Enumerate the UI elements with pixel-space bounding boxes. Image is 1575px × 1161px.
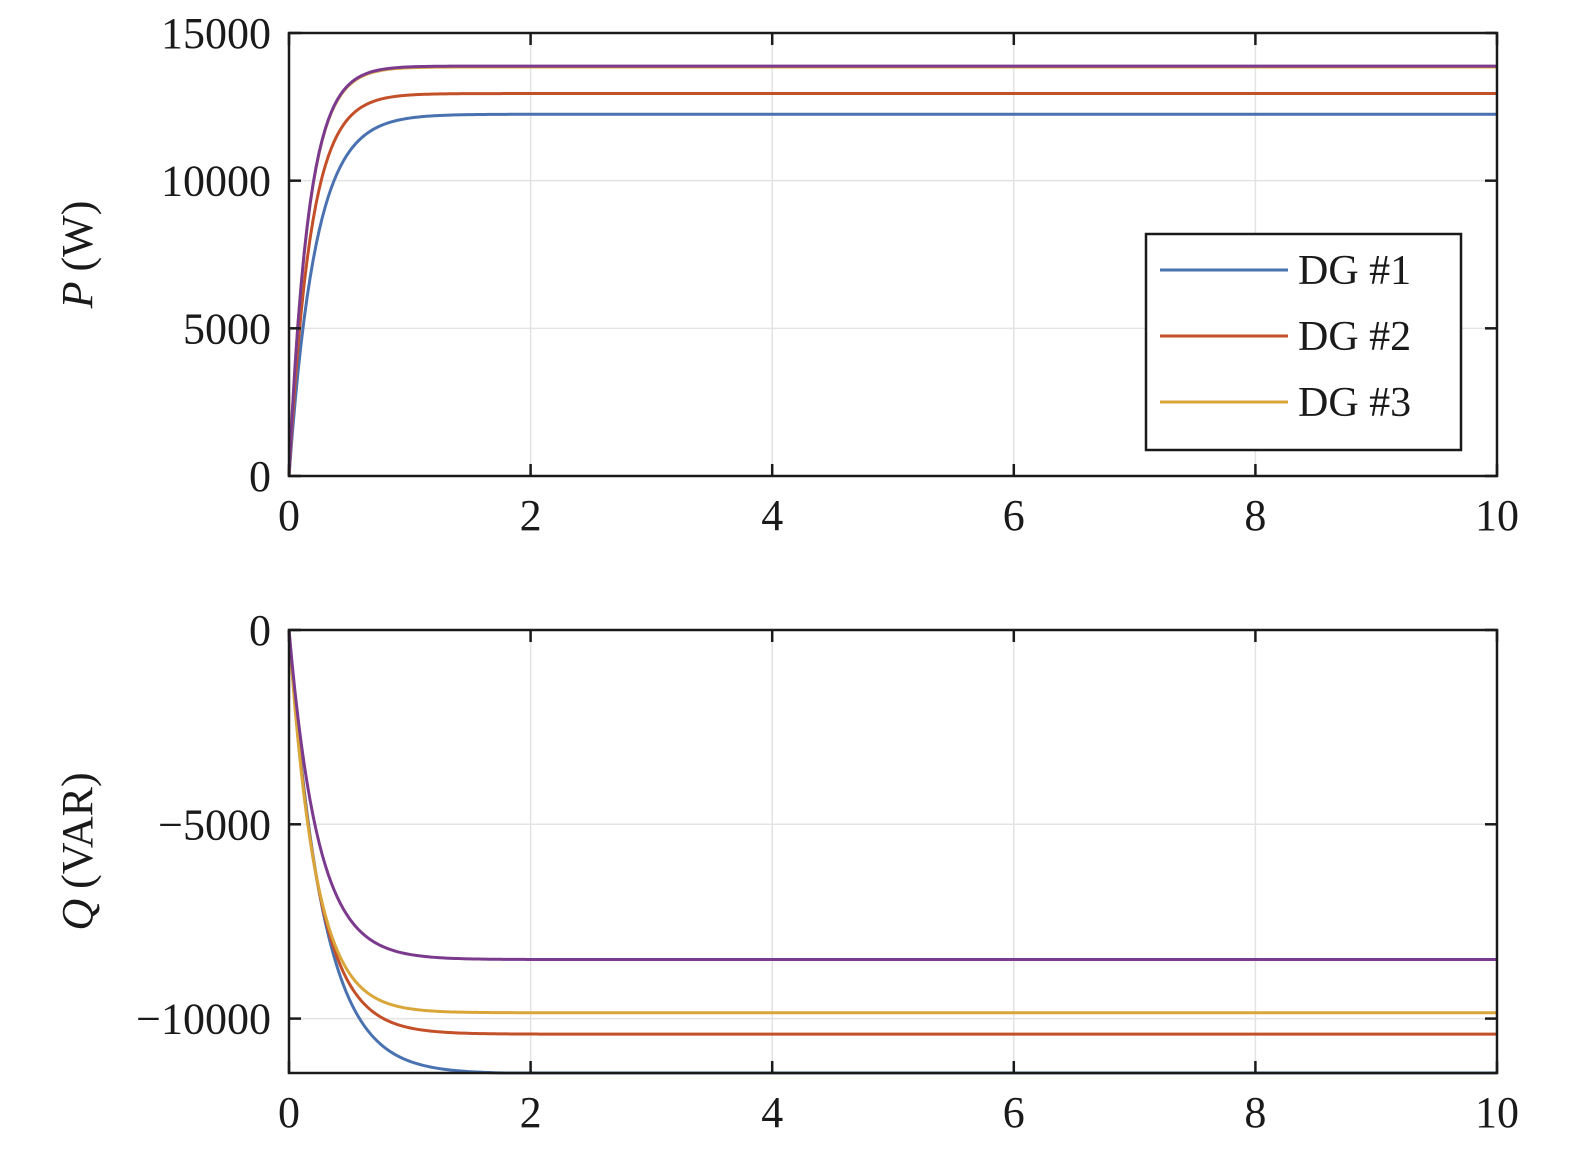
legend-entry: DG #1 bbox=[1298, 248, 1411, 294]
series-line-4 bbox=[287, 629, 1497, 962]
series-line-2 bbox=[287, 629, 1497, 1036]
y-axis-label-symbol: P bbox=[53, 281, 102, 309]
axes-frame bbox=[287, 31, 1499, 478]
series-group bbox=[287, 629, 1497, 1075]
series-line-2 bbox=[287, 92, 1497, 477]
x-tick-label: 2 bbox=[520, 491, 542, 540]
legend: DG #1 DG #2 DG #3 bbox=[1144, 232, 1463, 452]
y-tick-label: 5000 bbox=[183, 304, 271, 353]
y-axis-label: P (W) bbox=[53, 201, 102, 310]
x-tick-label: 8 bbox=[1244, 491, 1266, 540]
series-line-1 bbox=[287, 112, 1497, 477]
x-tick-label: 4 bbox=[761, 491, 783, 540]
x-tick-label: 4 bbox=[761, 1088, 783, 1137]
reactive-power-plot: 0 2 4 6 8 10 0 −5000 −10000 Q (VAR) bbox=[53, 606, 1519, 1137]
y-tick-label: 10000 bbox=[161, 157, 271, 206]
x-tick-label: 0 bbox=[278, 491, 300, 540]
x-tick-label: 8 bbox=[1244, 1088, 1266, 1137]
series-line-4 bbox=[287, 64, 1497, 477]
x-tick-label: 6 bbox=[1003, 491, 1025, 540]
y-axis-label: Q (VAR) bbox=[53, 772, 102, 930]
x-tick-label: 10 bbox=[1475, 491, 1519, 540]
series-group bbox=[287, 64, 1497, 477]
legend-entry: DG #3 bbox=[1298, 380, 1411, 426]
y-tick-label: 0 bbox=[249, 606, 271, 655]
y-tick-label: −5000 bbox=[158, 800, 271, 849]
y-axis-label-unit: (W) bbox=[53, 201, 102, 272]
y-axis-label-unit: (VAR) bbox=[53, 772, 102, 889]
y-tick-label: 0 bbox=[249, 452, 271, 501]
y-tick-label: −10000 bbox=[136, 995, 271, 1044]
axes-frame bbox=[287, 628, 1499, 1075]
legend-entry: DG #2 bbox=[1298, 314, 1411, 360]
series-line-3 bbox=[287, 629, 1497, 1015]
y-axis-label-symbol: Q bbox=[53, 899, 102, 931]
y-tick-label: 15000 bbox=[161, 9, 271, 58]
x-tick-label: 10 bbox=[1475, 1088, 1519, 1137]
x-tick-label: 0 bbox=[278, 1088, 300, 1137]
x-tick-label: 6 bbox=[1003, 1088, 1025, 1137]
series-line-1 bbox=[287, 629, 1497, 1075]
x-tick-label: 2 bbox=[520, 1088, 542, 1137]
